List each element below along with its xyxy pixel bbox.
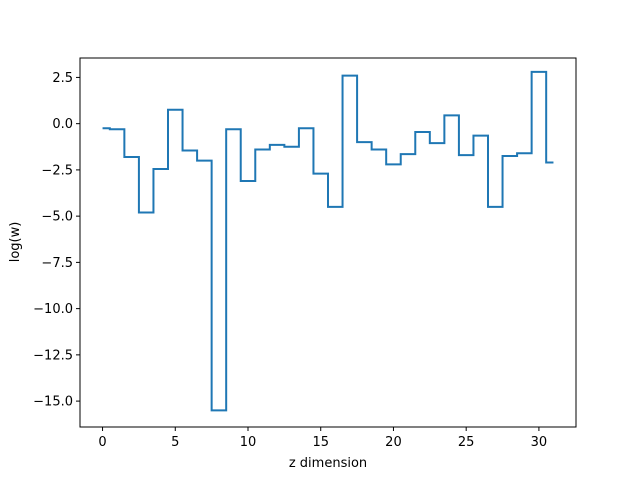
y-tick-label: −10.0 (33, 302, 73, 317)
x-axis-label: z dimension (289, 456, 367, 471)
x-axis: 0 5 10 15 20 25 30 (98, 427, 547, 450)
y-tick-label: −12.5 (33, 348, 73, 363)
y-axis-label: log(w) (8, 222, 23, 263)
x-tick-label: 15 (312, 435, 329, 450)
y-tick-label: −5.0 (41, 210, 73, 225)
series-line (102, 70, 554, 412)
plot-area (102, 70, 554, 412)
x-tick-label: 20 (385, 435, 402, 450)
x-tick-label: 30 (531, 435, 548, 450)
x-tick-label: 10 (240, 435, 257, 450)
x-tick-label: 25 (458, 435, 475, 450)
x-tick-label: 0 (98, 435, 106, 450)
y-tick-label: 2.5 (52, 71, 73, 86)
y-tick-label: 0.0 (52, 117, 73, 132)
y-tick-label: −7.5 (41, 256, 73, 271)
y-tick-label: −15.0 (33, 395, 73, 410)
y-axis: 2.5 0.0 −2.5 −5.0 −7.5 −10.0 −12.5 −15.0 (33, 71, 80, 410)
y-tick-label: −2.5 (41, 163, 73, 178)
x-tick-label: 5 (171, 435, 179, 450)
axes-frame (79, 57, 577, 428)
